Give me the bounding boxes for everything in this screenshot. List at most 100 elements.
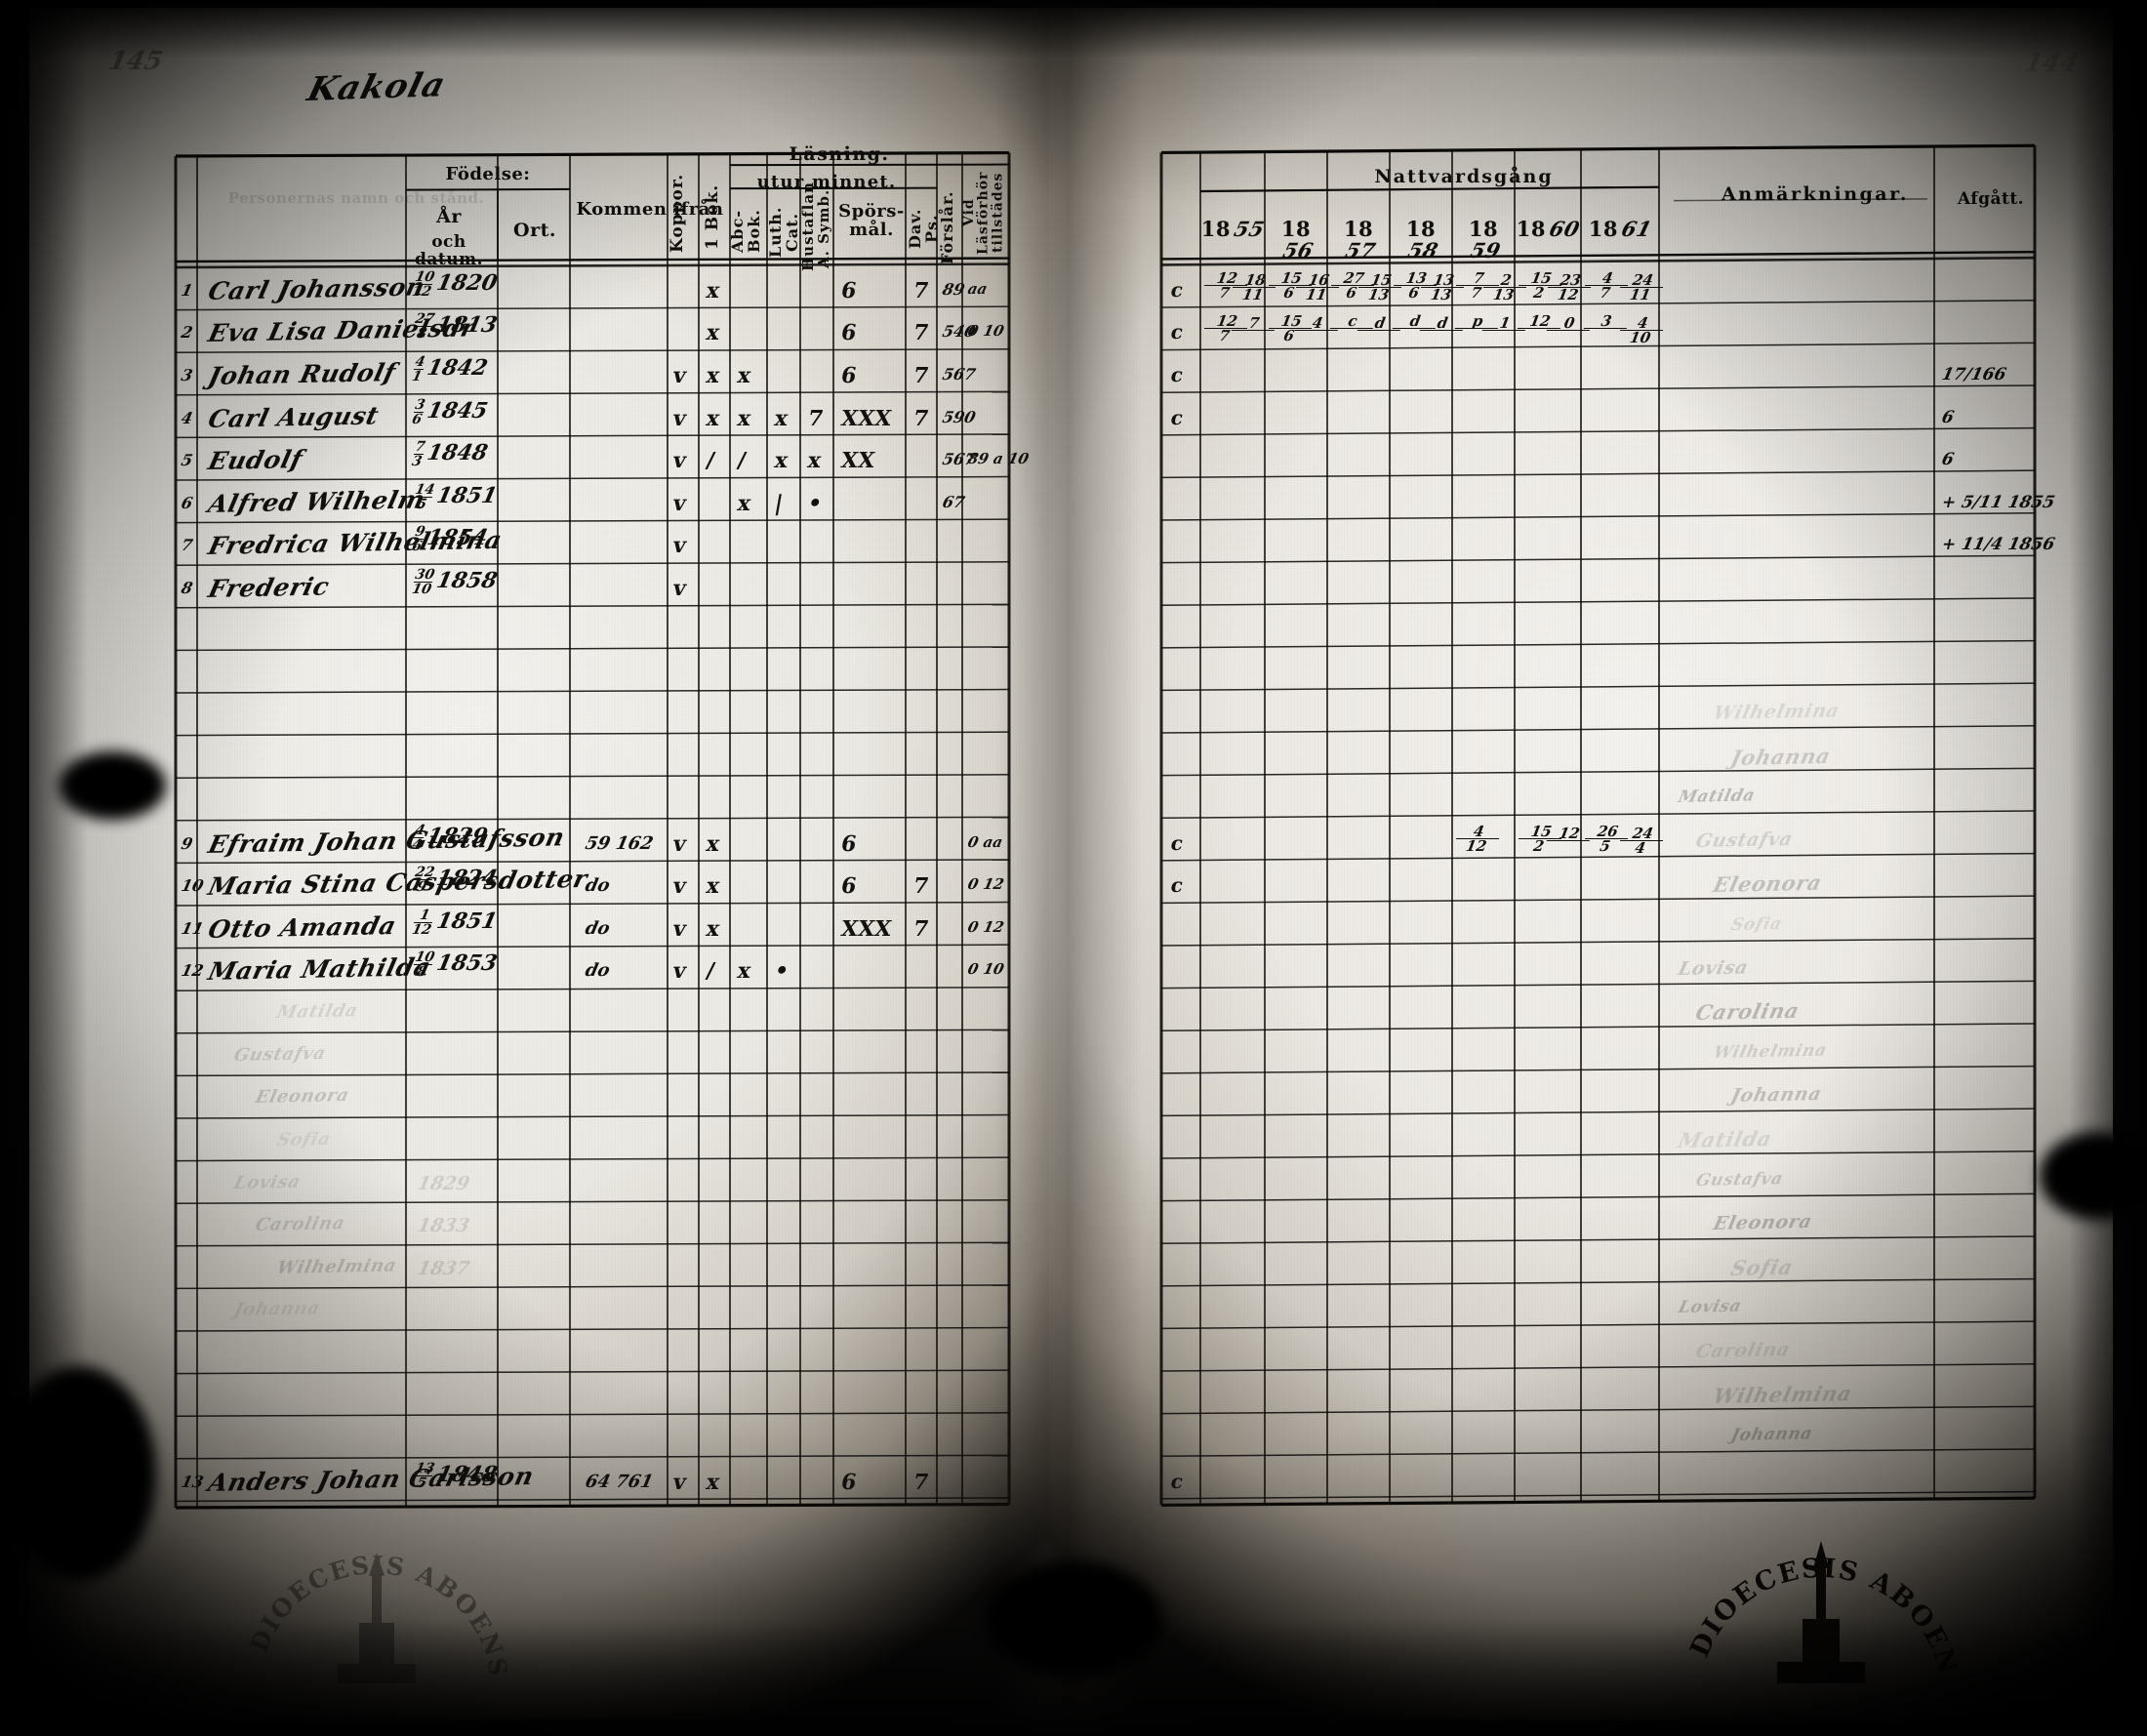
entry-name-11: Otto Amanda bbox=[205, 910, 400, 944]
communion-year-1857: 1857 bbox=[1342, 217, 1379, 263]
entry-name-6: Alfred Wilhelm bbox=[205, 485, 428, 518]
header-fodelse-ort: Ort. bbox=[513, 220, 556, 241]
right-page-paper bbox=[1049, 8, 2113, 1720]
scan-artifact-2 bbox=[2040, 1132, 2147, 1220]
entry-vid-2: 0 10 bbox=[966, 322, 1006, 341]
faded-annotation: Gustafva bbox=[1693, 1168, 1786, 1191]
entry-sporsmal-11: XXX bbox=[838, 915, 894, 942]
header-fodelse-ar: År bbox=[436, 206, 462, 227]
left-page-number: 145 bbox=[105, 47, 166, 76]
faded-annotation: Johanna bbox=[1728, 1424, 1815, 1446]
faded-name: Johanna bbox=[231, 1298, 323, 1321]
communion-year-1861: 1861 bbox=[1588, 217, 1655, 241]
entry-afgatt-3: 17/166 bbox=[1939, 364, 2008, 384]
entry-kommen-10: do bbox=[583, 875, 612, 897]
entry-name-1: Carl Johansson bbox=[205, 272, 428, 305]
faded-annotation: Gustafva bbox=[1693, 828, 1796, 852]
entry-forslar-3: 567 bbox=[940, 364, 978, 384]
header-fodelse-datum: och datum. bbox=[414, 232, 484, 269]
faded-annotation: Carolina bbox=[1693, 1339, 1793, 1362]
header-vid-lasforhor: Vid Läsförhör tillstädes bbox=[961, 171, 1006, 255]
entry-birth-12: 10 8 1853 bbox=[410, 949, 500, 980]
entry-birth-5: 7 3 1848 bbox=[410, 439, 491, 470]
entry-kommen-11: do bbox=[583, 917, 612, 939]
entry-vid-10: 0 12 bbox=[966, 875, 1006, 894]
entry-name-8: Frederic bbox=[205, 572, 333, 603]
entry-birth-11: 1 12 1851 bbox=[410, 907, 500, 938]
faded-annotation: Lovisa bbox=[1676, 956, 1751, 980]
header-koppor: Koppor. bbox=[668, 173, 687, 253]
farm-heading: Kakola bbox=[303, 65, 451, 109]
faded-annotation: Wilhelmina bbox=[1711, 1040, 1830, 1063]
faded-annotation: Johanna bbox=[1728, 743, 1834, 770]
scan-artifact-1 bbox=[59, 751, 166, 820]
faded-annotation: Lovisa bbox=[1676, 1297, 1744, 1318]
communion-year-1855: 1855 bbox=[1200, 217, 1268, 241]
row-number-13: 13 bbox=[179, 1472, 206, 1491]
header-afgatt: Afgått. bbox=[1957, 189, 2025, 209]
communion-cell-9-6-b: 24 4 bbox=[1617, 825, 1665, 857]
header-anmarkningar: Anmärkningar. bbox=[1722, 183, 1909, 205]
entry-birth-1: 10 12 1820 bbox=[410, 268, 500, 300]
entry-birth-2: 27 8 1813 bbox=[410, 311, 500, 342]
entry-name-12: Maria Mathilda bbox=[205, 952, 434, 987]
faded-annotation: Wilhelmina bbox=[1711, 1380, 1855, 1408]
header-dav-ps: Dav. Ps. bbox=[906, 208, 941, 249]
entry-afgatt-6: + 5/11 1855 bbox=[1939, 492, 2057, 512]
communion-year-1856: 1856 bbox=[1279, 217, 1317, 263]
faded-name: Gustafva bbox=[231, 1042, 329, 1066]
row-number-10: 10 bbox=[179, 876, 206, 896]
entry-vid-9: 0 aa bbox=[966, 832, 1005, 851]
communion-year-1858: 1858 bbox=[1404, 217, 1441, 263]
entry-kommen-12: do bbox=[583, 960, 612, 982]
header-hustaflan: Hustaflan A. Symb. bbox=[799, 182, 832, 271]
faded-name: Matilda bbox=[274, 1000, 360, 1024]
faded-name: Carolina bbox=[253, 1213, 347, 1236]
faded-name: Lovisa bbox=[231, 1171, 304, 1193]
faded-name: Sofia bbox=[274, 1128, 333, 1151]
scan-artifact-3 bbox=[986, 1561, 1161, 1678]
faded-annotation: Carolina bbox=[1693, 997, 1803, 1026]
entry-sporsmal-4: XXX bbox=[838, 405, 894, 431]
entry-birth-7: 9 6 1854 bbox=[410, 524, 491, 555]
entry-name-5: Eudolf bbox=[205, 445, 306, 476]
entry-vid-5: 89 a 10 bbox=[966, 450, 1031, 468]
faded-annotation: Matilda bbox=[1676, 786, 1758, 808]
communion-cell-1-6-b: 24 11 bbox=[1617, 271, 1665, 303]
communion-cell-9-4-a: 4 12 bbox=[1453, 823, 1501, 855]
entry-birth-10: 22 9 1824 bbox=[410, 865, 500, 895]
left-page-paper bbox=[29, 8, 1074, 1720]
faded-birth-year: 1829 bbox=[415, 1172, 472, 1194]
entry-vid-12: 0 10 bbox=[966, 960, 1006, 979]
header-lasning: Läsning. bbox=[789, 143, 890, 165]
faded-name: Wilhelmina bbox=[274, 1255, 399, 1278]
faded-birth-year: 1837 bbox=[415, 1257, 472, 1279]
faded-annotation: Eleonora bbox=[1711, 1211, 1815, 1235]
entry-birth-9: 4 4 1829 bbox=[410, 822, 491, 853]
entry-forslar-6: 67 bbox=[940, 492, 967, 511]
faded-annotation: Wilhelmina bbox=[1711, 700, 1843, 724]
entry-kommen-9: 59 162 bbox=[583, 832, 656, 854]
faded-annotation: Johanna bbox=[1728, 1083, 1824, 1108]
faded-annotation: Sofia bbox=[1728, 913, 1784, 935]
row-number-12: 12 bbox=[179, 961, 206, 981]
entry-birth-13: 13 5 1848 bbox=[410, 1461, 500, 1491]
header-nattvardsgang: Nattvardsgång bbox=[1374, 166, 1554, 187]
header-sporsmal: Spörs-mål. bbox=[838, 201, 905, 240]
entry-name-3: Johan Rudolf bbox=[205, 357, 399, 390]
entry-vid-11: 0 12 bbox=[966, 917, 1006, 936]
entry-forslar-4: 590 bbox=[940, 407, 978, 426]
entry-sporsmal-5: XX bbox=[838, 448, 877, 474]
row-number-11: 11 bbox=[179, 918, 206, 938]
header-name-col: Personernas namn och stånd. bbox=[227, 189, 485, 207]
faded-birth-year: 1833 bbox=[415, 1215, 472, 1237]
scan-artifact-4 bbox=[0, 1366, 156, 1581]
communion-year-1859: 1859 bbox=[1467, 217, 1504, 263]
entry-birth-3: 4 1 1842 bbox=[410, 353, 491, 384]
header-luth-cat: Luth. Cat. bbox=[766, 206, 801, 259]
faded-annotation: Sofia bbox=[1728, 1254, 1796, 1280]
right-page-number: 144 bbox=[2021, 49, 2082, 78]
faded-annotation: Eleonora bbox=[1711, 870, 1825, 898]
header-abc-bok: Abc-Bok. bbox=[728, 209, 763, 254]
